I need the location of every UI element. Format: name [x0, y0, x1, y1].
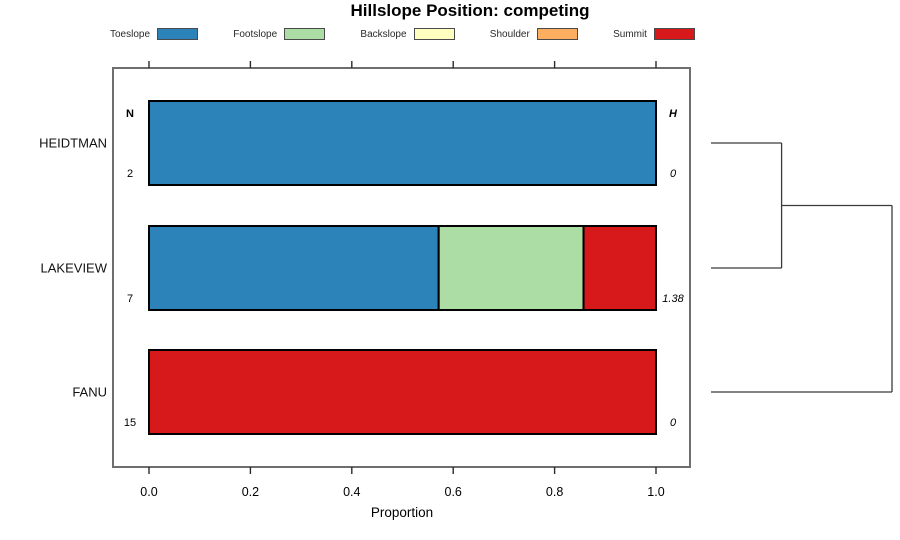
x-axis-tick-label: 1.0: [647, 485, 664, 499]
chart-title: Hillslope Position: competing: [350, 1, 590, 20]
legend-item-footslope: Footslope: [233, 28, 326, 40]
legend-swatch: [413, 28, 455, 40]
h-column-header: H: [669, 108, 678, 120]
legend: Toeslope Footslope Backslope Shoulder Summit: [110, 26, 695, 42]
h-value: 0: [670, 417, 677, 429]
h-value: 1.38: [662, 293, 684, 305]
legend-item-shoulder: Shoulder: [490, 28, 578, 40]
labels: HEIDTMAN 2 0 LAKEVIEW 7 1.38 FANU 15 0: [39, 136, 684, 430]
legend-item-toeslope: Toeslope: [110, 28, 199, 40]
bar-segment-toeslope: [148, 100, 657, 186]
bar-segment-summit: [148, 349, 657, 435]
bar-segment-footslope: [437, 225, 585, 311]
dendrogram: [711, 142, 893, 393]
x-axis-tick-label: 0.0: [140, 485, 157, 499]
bar-segment-summit: [582, 225, 657, 311]
bars: [148, 100, 657, 435]
x-axis-tick-label: 0.6: [445, 485, 462, 499]
n-value: 15: [124, 417, 136, 429]
n-value: 2: [127, 168, 133, 180]
category-label: FANU: [72, 385, 107, 400]
legend-item-label: Toeslope: [110, 28, 151, 40]
legend-item-label: Summit: [613, 28, 647, 40]
h-value: 0: [670, 168, 677, 180]
category-label: LAKEVIEW: [41, 261, 108, 276]
x-axis-ticks: 0.0 0.2 0.4 0.6 0.8 1.0: [140, 61, 665, 499]
x-axis-label: Proportion: [370, 505, 434, 520]
category-label: HEIDTMAN: [39, 136, 107, 151]
plot-frame: [112, 67, 691, 468]
legend-swatch: [536, 28, 578, 40]
legend-item-backslope: Backslope: [360, 28, 455, 40]
n-column-header: N: [126, 108, 134, 120]
x-axis-tick-label: 0.2: [242, 485, 259, 499]
legend-item-label: Backslope: [360, 28, 407, 40]
bar-segment-toeslope: [148, 225, 440, 311]
legend-item-summit: Summit: [613, 28, 695, 40]
legend-swatch: [157, 28, 199, 40]
legend-item-label: Footslope: [233, 28, 278, 40]
legend-item-label: Shoulder: [489, 28, 530, 40]
x-axis-tick-label: 0.8: [546, 485, 563, 499]
legend-swatch: [284, 28, 326, 40]
n-value: 7: [127, 293, 133, 305]
x-axis-tick-label: 0.4: [343, 485, 360, 499]
legend-swatch: [653, 28, 695, 40]
